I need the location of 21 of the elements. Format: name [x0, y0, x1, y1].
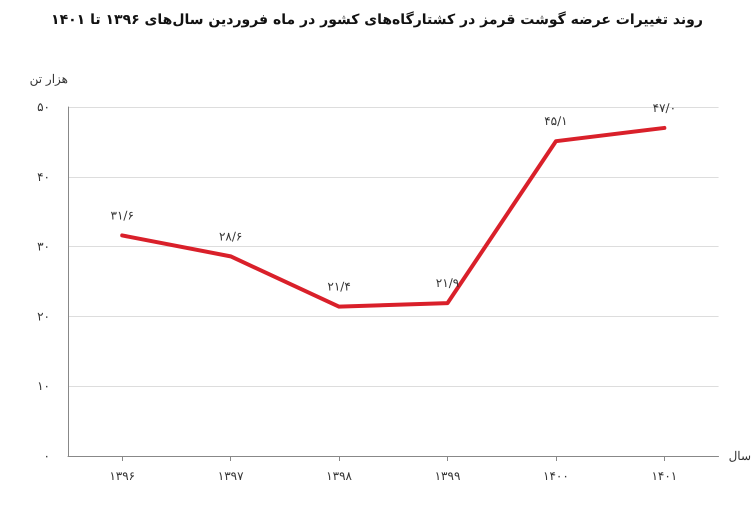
x-tick-label: ۱۳۹۸ — [326, 469, 353, 483]
data-label: ۴۷/۰ — [652, 100, 676, 115]
x-axis-title: سال — [728, 449, 752, 463]
y-tick-label: ۰ — [44, 449, 50, 463]
chart-title: روند تغییرات عرضه گوشت قرمز در کشتارگاه‌های کشور در ماه فروردین سال‌های ۱۳۹۶ تا ۱۴۰۱ — [51, 11, 703, 28]
data-label: ۲۱/۹ — [436, 276, 460, 290]
data-label: ۴۵/۱ — [544, 114, 568, 128]
x-tick-label: ۱۳۹۷ — [218, 469, 244, 483]
x-tick-label: ۱۳۹۶ — [109, 469, 136, 483]
data-label: ۲۸/۶ — [218, 229, 242, 244]
y-tick-label: ۴۰ — [37, 170, 50, 184]
x-tick-label: ۱۳۹۹ — [434, 469, 460, 483]
y-tick-label: ۵۰ — [37, 100, 50, 114]
data-label: ۳۱/۶ — [110, 208, 134, 222]
data-label: ۲۱/۴ — [327, 280, 351, 294]
y-tick-label: ۱۰ — [37, 379, 50, 394]
x-tick-label: ۱۴۰۰ — [543, 469, 569, 483]
x-tick-label: ۱۴۰۱ — [651, 469, 678, 483]
y-tick-label: ۲۰ — [37, 309, 50, 324]
y-tick-label: ۳۰ — [37, 240, 50, 254]
y-axis-title: هزار تن — [30, 72, 68, 86]
